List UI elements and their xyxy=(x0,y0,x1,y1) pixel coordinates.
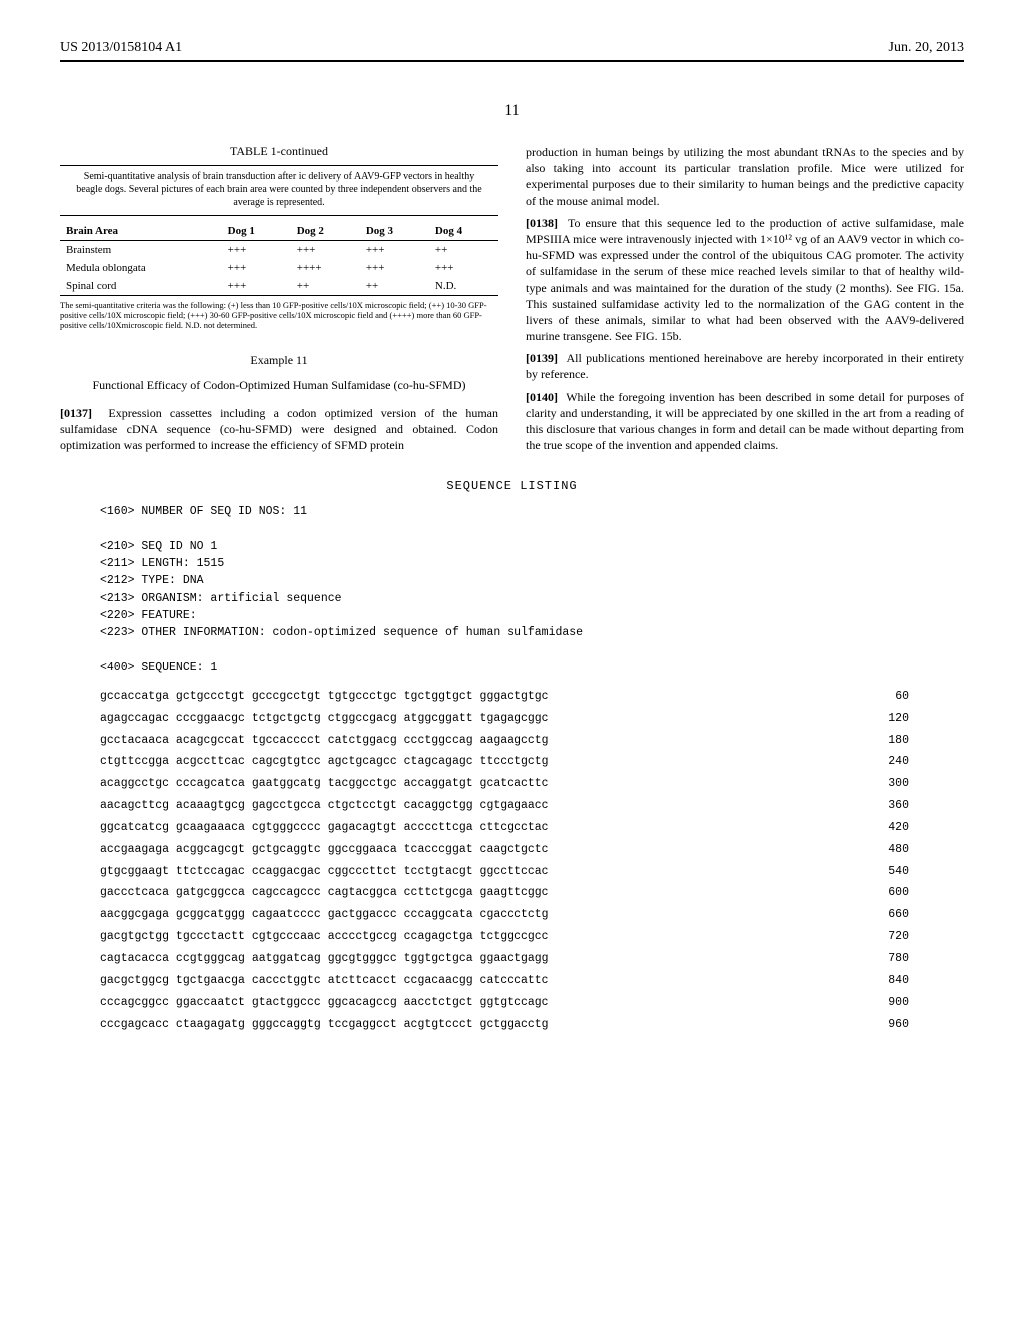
sequence-position: 600 xyxy=(888,882,909,904)
sequence-row: ctgttccgga acgccttcac cagcgtgtcc agctgca… xyxy=(60,751,964,773)
para-num: [0139] xyxy=(526,351,558,365)
sequence-row: cccagcggcc ggaccaatct gtactggccc ggcacag… xyxy=(60,992,964,1014)
sequence-text: gacgtgctgg tgccctactt cgtgcccaac acccctg… xyxy=(100,926,549,948)
sequence-text: accgaagaga acggcagcgt gctgcaggtc ggccgga… xyxy=(100,839,549,861)
sequence-text: gacgctggcg tgctgaacga caccctggtc atcttca… xyxy=(100,970,549,992)
table-title: TABLE 1-continued xyxy=(60,144,498,159)
sequence-position: 660 xyxy=(888,904,909,926)
sequence-text: aacagcttcg acaaagtgcg gagcctgcca ctgctcc… xyxy=(100,795,549,817)
sequence-row: cagtacacca ccgtgggcag aatggatcag ggcgtgg… xyxy=(60,948,964,970)
sequence-row: gtgcggaagt ttctccagac ccaggacgac cggccct… xyxy=(60,861,964,883)
sequence-text: gcctacaaca acagcgccat tgccacccct catctgg… xyxy=(100,730,549,752)
sequence-position: 180 xyxy=(888,730,909,752)
table-row: Spinal cord +++ ++ ++ N.D. xyxy=(60,277,498,296)
sequence-position: 240 xyxy=(888,751,909,773)
sequence-text: cccagcggcc ggaccaatct gtactggccc ggcacag… xyxy=(100,992,549,1014)
sequence-text: acaggcctgc cccagcatca gaatggcatg tacggcc… xyxy=(100,773,549,795)
sequence-position: 720 xyxy=(888,926,909,948)
table-header-row: Brain Area Dog 1 Dog 2 Dog 3 Dog 4 xyxy=(60,222,498,241)
sequence-meta: <160> NUMBER OF SEQ ID NOS: 11<210> SEQ … xyxy=(60,503,964,676)
sequence-text: gccaccatga gctgccctgt gcccgcctgt tgtgccc… xyxy=(100,686,549,708)
right-column: production in human beings by utilizing … xyxy=(526,144,964,459)
sequence-row: cccgagcacc ctaagagatg gggccaggtg tccgagg… xyxy=(60,1014,964,1036)
col-header: Dog 4 xyxy=(429,222,498,241)
sequence-position: 540 xyxy=(888,861,909,883)
sequence-text: aacggcgaga gcggcatggg cagaatcccc gactgga… xyxy=(100,904,549,926)
sequence-row: gacgctggcg tgctgaacga caccctggtc atcttca… xyxy=(60,970,964,992)
para-num: [0140] xyxy=(526,390,558,404)
sequence-row: gacgtgctgg tgccctactt cgtgcccaac acccctg… xyxy=(60,926,964,948)
sequence-text: gaccctcaca gatgcggcca cagccagccc cagtacg… xyxy=(100,882,549,904)
content-columns: TABLE 1-continued Semi-quantitative anal… xyxy=(60,144,964,459)
para-num: [0138] xyxy=(526,216,558,230)
sequence-row: gaccctcaca gatgcggcca cagccagccc cagtacg… xyxy=(60,882,964,904)
table-caption: Semi-quantitative analysis of brain tran… xyxy=(60,165,498,216)
sequence-row: aacggcgaga gcggcatggg cagaatcccc gactgga… xyxy=(60,904,964,926)
sequence-text: cccgagcacc ctaagagatg gggccaggtg tccgagg… xyxy=(100,1014,549,1036)
sequence-position: 780 xyxy=(888,948,909,970)
paragraph: [0140] While the foregoing invention has… xyxy=(526,389,964,454)
sequence-listing-title: SEQUENCE LISTING xyxy=(60,479,964,493)
publication-number: US 2013/0158104 A1 xyxy=(60,40,512,56)
sequence-position: 900 xyxy=(888,992,909,1014)
sequence-text: gtgcggaagt ttctccagac ccaggacgac cggccct… xyxy=(100,861,549,883)
sequence-row: accgaagaga acggcagcgt gctgcaggtc ggccgga… xyxy=(60,839,964,861)
left-column: TABLE 1-continued Semi-quantitative anal… xyxy=(60,144,498,459)
sequence-position: 120 xyxy=(888,708,909,730)
paragraph: [0137] Expression cassettes including a … xyxy=(60,405,498,454)
sequence-row: gcctacaaca acagcgccat tgccacccct catctgg… xyxy=(60,730,964,752)
sequence-row: gccaccatga gctgccctgt gcccgcctgt tgtgccc… xyxy=(60,686,964,708)
col-header: Dog 3 xyxy=(360,222,429,241)
paragraph: [0138] To ensure that this sequence led … xyxy=(526,215,964,345)
sequence-row: aacagcttcg acaaagtgcg gagcctgcca ctgctcc… xyxy=(60,795,964,817)
table-row: Medula oblongata +++ ++++ +++ +++ xyxy=(60,259,498,277)
table-row: Brainstem +++ +++ +++ ++ xyxy=(60,241,498,260)
sequence-position: 60 xyxy=(895,686,909,708)
page-header: US 2013/0158104 A1 Jun. 20, 2013 xyxy=(60,40,964,56)
sequence-text: ggcatcatcg gcaagaaaca cgtgggcccc gagacag… xyxy=(100,817,549,839)
sequence-row: acaggcctgc cccagcatca gaatggcatg tacggcc… xyxy=(60,773,964,795)
sequence-text: ctgttccgga acgccttcac cagcgtgtcc agctgca… xyxy=(100,751,549,773)
data-table: Brain Area Dog 1 Dog 2 Dog 3 Dog 4 Brain… xyxy=(60,222,498,296)
sequence-position: 300 xyxy=(888,773,909,795)
example-title: Functional Efficacy of Codon-Optimized H… xyxy=(60,378,498,393)
example-number: Example 11 xyxy=(60,353,498,368)
sequence-position: 480 xyxy=(888,839,909,861)
sequence-text: agagccagac cccggaacgc tctgctgctg ctggccg… xyxy=(100,708,549,730)
col-header: Dog 2 xyxy=(291,222,360,241)
sequence-text: cagtacacca ccgtgggcag aatggatcag ggcgtgg… xyxy=(100,948,549,970)
table-footnote: The semi-quantitative criteria was the f… xyxy=(60,300,498,331)
paragraph-continuation: production in human beings by utilizing … xyxy=(526,144,964,209)
sequence-row: ggcatcatcg gcaagaaaca cgtgggcccc gagacag… xyxy=(60,817,964,839)
publication-date: Jun. 20, 2013 xyxy=(512,40,964,56)
sequence-position: 960 xyxy=(888,1014,909,1036)
sequence-position: 360 xyxy=(888,795,909,817)
sequence-position: 840 xyxy=(888,970,909,992)
col-header: Brain Area xyxy=(60,222,222,241)
sequence-body: gccaccatga gctgccctgt gcccgcctgt tgtgccc… xyxy=(60,686,964,1036)
para-num: [0137] xyxy=(60,406,92,420)
page-number: 11 xyxy=(60,102,964,120)
col-header: Dog 1 xyxy=(222,222,291,241)
sequence-position: 420 xyxy=(888,817,909,839)
paragraph: [0139] All publications mentioned herein… xyxy=(526,350,964,382)
sequence-row: agagccagac cccggaacgc tctgctgctg ctggccg… xyxy=(60,708,964,730)
